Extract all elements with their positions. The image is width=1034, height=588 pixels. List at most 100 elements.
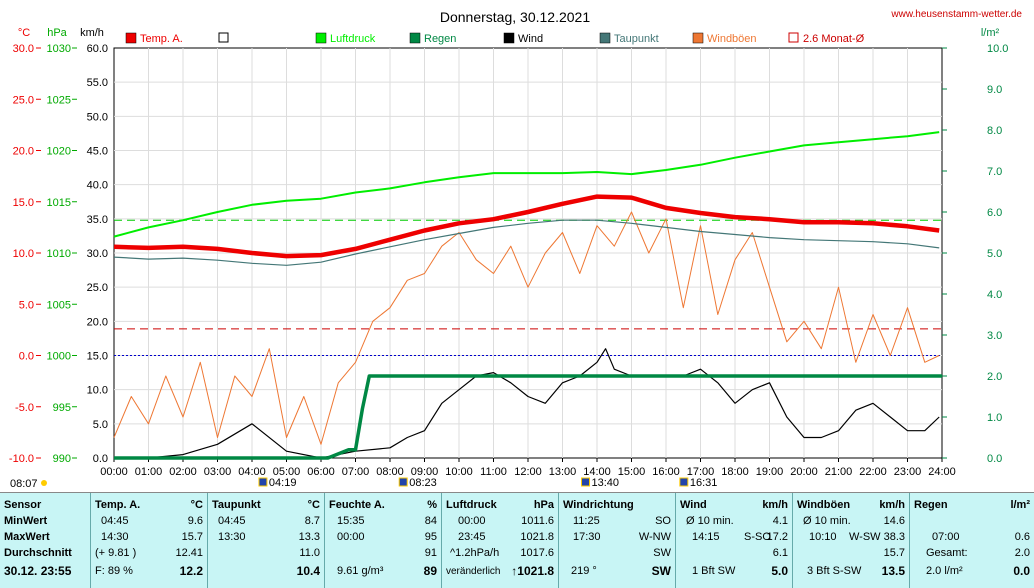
- wind-current-value: 5.0: [771, 564, 788, 578]
- legend-label-monthly: 2.6 Monat-Ø: [803, 33, 865, 45]
- rain-tick-label: 4.0: [987, 289, 1002, 301]
- dew-max-value: 13.3: [298, 531, 320, 543]
- min-label: MinWert: [4, 515, 48, 527]
- rain-tick-label: 6.0: [987, 207, 1002, 219]
- hum-min-value: 84: [424, 515, 437, 527]
- col-humidity: Feuchte A.% 15:35 84 00:00 95 91 9.61 g/m³…: [324, 493, 441, 588]
- press-min-time: 00:00: [458, 515, 486, 527]
- speed-tick-label: 25.0: [87, 282, 108, 294]
- speed-tick-label: 55.0: [87, 77, 108, 89]
- legend-swatch-monthly: [788, 32, 799, 43]
- temp-max-value: 15.7: [181, 531, 203, 543]
- temp-humidity-note: F: 89 %: [95, 565, 133, 577]
- temp-tick-label: 20.0: [13, 146, 34, 158]
- wind-min-value: 4.1: [772, 515, 788, 527]
- x-tick-label: 22:00: [859, 466, 887, 478]
- speed-tick-label: 10.0: [87, 385, 108, 397]
- gust-min-note: Ø 10 min.: [803, 515, 851, 527]
- temp-tick-label: -10.0: [9, 453, 34, 465]
- gust-current-value: 13.5: [881, 564, 905, 578]
- press-current-value: 1021.8: [517, 564, 554, 578]
- temp-min-value: 9.6: [187, 515, 203, 527]
- gust-beaufort: 3 Bft S-SW: [807, 565, 862, 577]
- x-tick-label: 09:00: [411, 466, 439, 478]
- chart-legend: Temp. A. Luftdruck Regen Wind Taupunkt Windbö…: [125, 32, 865, 45]
- rain-axis-unit: l/m²: [981, 27, 1000, 39]
- rain-tick-label: 9.0: [987, 84, 1002, 96]
- legend-label-rain: Regen: [424, 33, 456, 45]
- col-rain: Regen l/m² 07:00 0.6 Gesamt: 2.0 2.0 l/m² 0.…: [909, 493, 1034, 588]
- pressure-tick-label: 990: [53, 453, 71, 465]
- time-marker-label: 04:19: [269, 477, 297, 489]
- temp-header: Temp. A.: [95, 499, 141, 511]
- speed-tick-label: 0.0: [93, 453, 108, 465]
- legend-swatch-blank: [218, 32, 229, 43]
- dir-max-value: W-NW: [638, 531, 671, 543]
- rain-today-note: 2.0 l/m²: [926, 565, 963, 577]
- x-tick-label: 12:00: [514, 466, 542, 478]
- x-tick-label: 17:00: [687, 466, 715, 478]
- temp-avg-note: (+ 9.81 ): [95, 547, 137, 559]
- speed-tick-label: 30.0: [87, 248, 108, 260]
- time-marker-icon: [679, 477, 689, 487]
- x-tick-label: 00:00: [100, 466, 128, 478]
- time-marker-icon: [258, 477, 268, 487]
- speed-tick-label: 45.0: [87, 146, 108, 158]
- time-marker-label: 16:31: [690, 477, 718, 489]
- press-max-value: 1021.8: [520, 531, 554, 543]
- legend-label-dewpoint: Taupunkt: [614, 33, 659, 45]
- website-link[interactable]: www.heusenstamm-wetter.de: [890, 9, 1022, 20]
- press-trend-rate: ^1.2hPa/h: [450, 547, 500, 559]
- speed-tick-label: 40.0: [87, 180, 108, 192]
- wind-unit: km/h: [762, 499, 788, 511]
- temp-unit: °C: [190, 499, 203, 511]
- temp-max-time: 14:30: [101, 531, 129, 543]
- sensor-header: Sensor: [4, 499, 42, 511]
- speed-tick-label: 35.0: [87, 214, 108, 226]
- gust-header: Windböen: [797, 499, 851, 511]
- gust-avg-value: 15.7: [883, 547, 905, 559]
- rain-tick-label: 0.0: [987, 453, 1002, 465]
- rain-tick-label: 3.0: [987, 330, 1002, 342]
- col-sensor: Sensor MinWert MaxWert Durchschnitt 30.1…: [0, 493, 90, 588]
- legend-swatch-dewpoint: [599, 32, 611, 44]
- col-wind-direction: Windrichtung 11:25 SO 17:30 W-NW SW 219 ° S…: [558, 493, 675, 588]
- x-tick-label: 15:00: [618, 466, 646, 478]
- legend-swatch-rain: [409, 32, 421, 44]
- dew-min-value: 8.7: [304, 515, 320, 527]
- pressure-tick-label: 1005: [47, 299, 71, 311]
- x-tick-label: 18:00: [721, 466, 749, 478]
- rain-tick-label: 10.0: [987, 43, 1008, 55]
- pressure-tick-label: 1020: [47, 146, 71, 158]
- x-tick-label: 02:00: [169, 466, 197, 478]
- legend-swatch-gusts: [692, 32, 704, 44]
- col-wind: Wind km/h Ø 10 min. 4.1 14:15 S-SO 17.2 6.1 …: [675, 493, 792, 588]
- rain-max-time: 07:00: [932, 531, 960, 543]
- x-tick-label: 19:00: [756, 466, 784, 478]
- x-tick-label: 01:00: [135, 466, 163, 478]
- legend-label-gusts: Windböen: [707, 33, 757, 45]
- current-time: 30.12. 23:55: [4, 564, 72, 578]
- rain-total-label: Gesamt:: [926, 547, 968, 559]
- legend-label-pressure: Luftdruck: [330, 33, 376, 45]
- temp-axis-unit: °C: [18, 27, 30, 39]
- gust-min-value: 14.6: [883, 515, 905, 527]
- speed-tick-label: 20.0: [87, 316, 108, 328]
- temp-tick-label: 0.0: [19, 351, 34, 363]
- legend-swatch-temp: [125, 32, 137, 44]
- dir-header: Windrichtung: [563, 499, 634, 511]
- press-max-time: 23:45: [458, 531, 486, 543]
- rain-max-value: 0.6: [1014, 531, 1030, 543]
- speed-tick-label: 50.0: [87, 111, 108, 123]
- rain-tick-label: 2.0: [987, 371, 1002, 383]
- wind-max-value: 17.2: [766, 531, 788, 543]
- hum-min-time: 15:35: [337, 515, 365, 527]
- press-avg-value: 1017.6: [520, 547, 554, 559]
- dir-degrees: 219 °: [571, 565, 597, 577]
- wind-beaufort: 1 Bft SW: [692, 565, 736, 577]
- dew-max-time: 13:30: [218, 531, 246, 543]
- legend-label-temp: Temp. A.: [140, 33, 183, 45]
- series-line-temp-a-: [113, 194, 940, 259]
- temp-current-value: 12.2: [179, 564, 203, 578]
- temp-tick-label: 15.0: [13, 197, 34, 209]
